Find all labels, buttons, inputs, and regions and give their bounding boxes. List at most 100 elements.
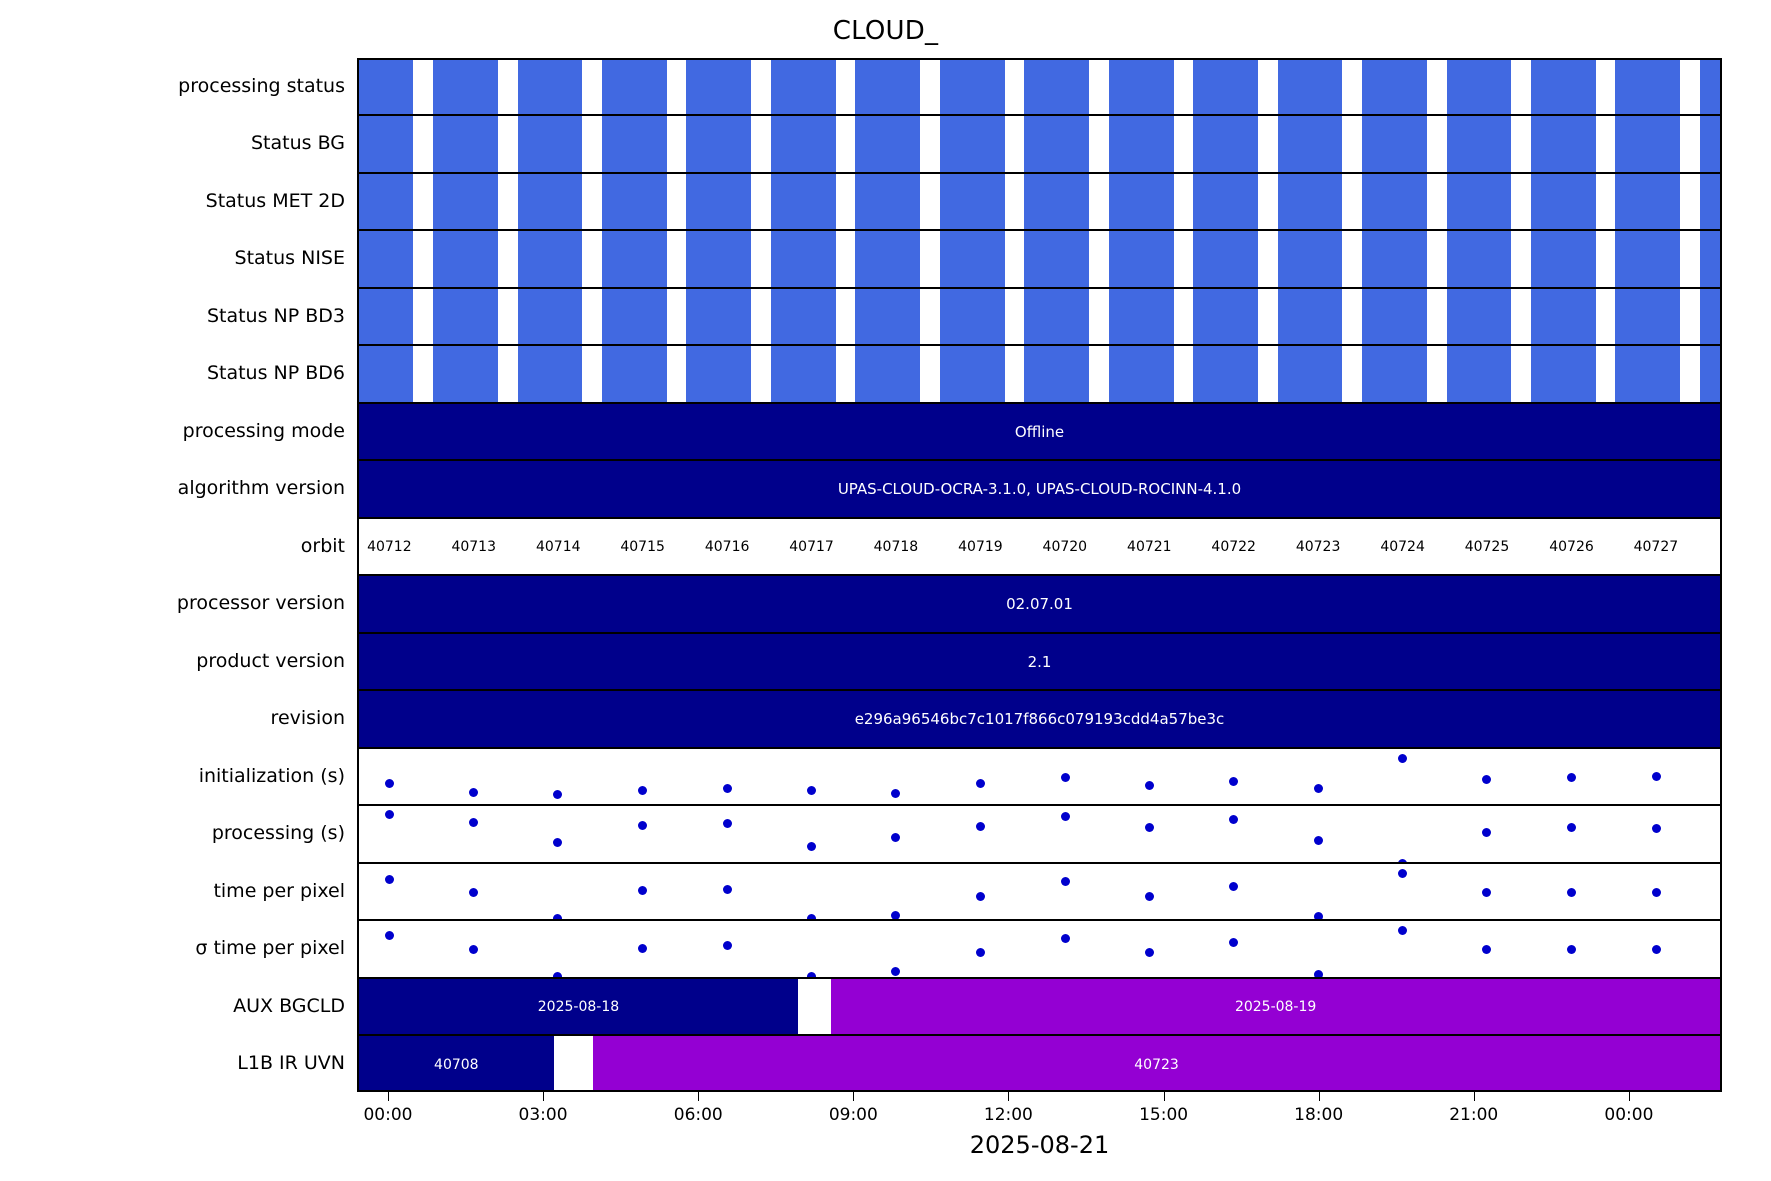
status-bar-segment[interactable] [1024,173,1090,230]
data-point[interactable] [975,948,985,958]
orbit-label[interactable]: 40727 [1633,538,1679,555]
status-bar-segment[interactable] [1446,231,1512,287]
orbit-label[interactable]: 40722 [1211,538,1256,555]
status-bar-segment[interactable] [686,60,752,115]
status-bar-segment[interactable] [1699,288,1720,345]
status-bar-segment[interactable] [939,231,1005,287]
data-point[interactable] [975,891,985,901]
data-point[interactable] [891,788,901,798]
status-bar-segment[interactable] [359,173,414,230]
data-point[interactable] [1060,773,1070,783]
status-bar-segment[interactable] [1108,288,1174,345]
status-bar-segment[interactable] [1362,173,1427,230]
status-bar-segment[interactable] [770,173,836,230]
status-bar-segment[interactable] [517,231,583,287]
data-point[interactable] [891,910,901,920]
status-bar-segment[interactable] [1108,173,1174,230]
orbit-label[interactable]: 40712 [367,538,412,555]
status-bar-segment[interactable] [1193,116,1258,172]
aux-segment[interactable]: 40708 [359,1036,554,1090]
orbit-label[interactable]: 40717 [789,538,834,555]
data-point[interactable] [468,944,478,954]
data-point[interactable] [1313,969,1323,978]
status-bar-segment[interactable] [1024,116,1090,172]
status-bar-segment[interactable] [1277,231,1343,287]
status-bar-segment[interactable] [686,231,752,287]
data-point[interactable] [1313,911,1323,920]
data-point[interactable] [1567,823,1577,833]
data-point[interactable] [637,820,647,830]
status-bar-segment[interactable] [1024,60,1090,115]
aux-segment[interactable]: 40723 [593,1036,1720,1090]
data-point[interactable] [975,821,985,831]
status-bar-segment[interactable] [433,60,498,115]
data-point[interactable] [468,888,478,898]
orbit-label[interactable]: 40714 [535,538,581,555]
status-bar-segment[interactable] [601,173,667,230]
data-point[interactable] [385,931,395,941]
data-point[interactable] [807,841,817,851]
status-bar-segment[interactable] [1699,346,1720,402]
orbit-label[interactable]: 40724 [1380,538,1425,555]
status-bar-segment[interactable] [1362,288,1427,345]
status-bar-segment[interactable] [939,288,1005,345]
data-point[interactable] [1482,944,1492,954]
info-band[interactable]: 02.07.01 [359,576,1720,632]
status-bar-segment[interactable] [1530,231,1596,287]
status-bar-segment[interactable] [686,116,752,172]
status-bar-segment[interactable] [1024,231,1090,287]
status-bar-segment[interactable] [939,173,1005,230]
status-bar-segment[interactable] [1193,288,1258,345]
status-bar-segment[interactable] [1615,288,1681,345]
status-bar-segment[interactable] [1277,288,1343,345]
status-bar-segment[interactable] [1699,116,1720,172]
status-bar-segment[interactable] [855,346,921,402]
info-band[interactable]: e296a96546bc7c1017f866c079193cdd4a57be3c [359,691,1720,747]
data-point[interactable] [1313,784,1323,794]
data-point[interactable] [1651,944,1661,954]
data-point[interactable] [637,785,647,795]
status-bar-segment[interactable] [939,116,1005,172]
data-point[interactable] [722,818,732,828]
data-point[interactable] [1229,881,1239,891]
data-point[interactable] [1651,772,1661,782]
data-point[interactable] [1229,938,1239,948]
data-point[interactable] [975,779,985,789]
status-bar-segment[interactable] [1193,346,1258,402]
data-point[interactable] [1144,823,1154,833]
status-bar-segment[interactable] [601,288,667,345]
data-point[interactable] [553,838,563,848]
data-point[interactable] [637,943,647,953]
data-point[interactable] [1398,858,1408,863]
status-bar-segment[interactable] [686,346,752,402]
status-bar-segment[interactable] [1193,173,1258,230]
data-point[interactable] [1567,944,1577,954]
status-bar-segment[interactable] [770,231,836,287]
status-bar-segment[interactable] [855,116,921,172]
data-point[interactable] [807,972,817,978]
status-bar-segment[interactable] [1530,173,1596,230]
data-point[interactable] [385,778,395,788]
status-bar-segment[interactable] [1530,60,1596,115]
data-point[interactable] [1144,781,1154,791]
orbit-label[interactable]: 40719 [958,538,1003,555]
data-point[interactable] [1313,836,1323,846]
data-point[interactable] [722,784,732,794]
data-point[interactable] [468,817,478,827]
orbit-label[interactable]: 40723 [1295,538,1341,555]
data-point[interactable] [1567,773,1577,783]
data-point[interactable] [1482,888,1492,898]
status-bar-segment[interactable] [855,60,921,115]
status-bar-segment[interactable] [1615,60,1681,115]
status-bar-segment[interactable] [770,346,836,402]
status-bar-segment[interactable] [1615,173,1681,230]
status-bar-segment[interactable] [1108,346,1174,402]
data-point[interactable] [722,941,732,951]
status-bar-segment[interactable] [1615,231,1681,287]
status-bar-segment[interactable] [433,116,498,172]
aux-segment[interactable]: 2025-08-19 [831,978,1720,1035]
status-bar-segment[interactable] [1615,346,1681,402]
data-point[interactable] [1651,888,1661,898]
data-point[interactable] [1144,891,1154,901]
status-bar-segment[interactable] [1108,231,1174,287]
